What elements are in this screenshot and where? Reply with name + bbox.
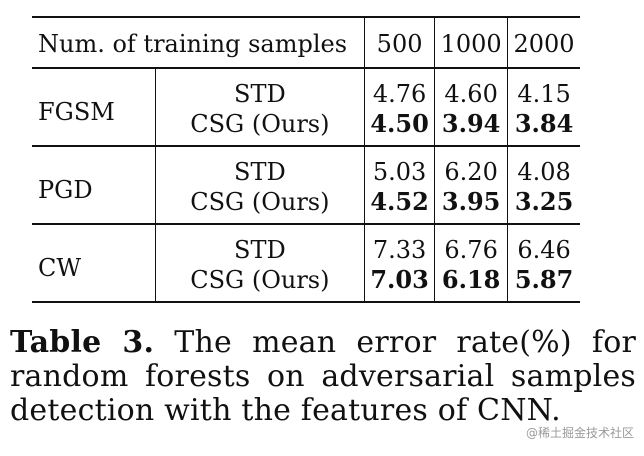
table-row: PGD STD 5.03 6.20 4.08 [32,146,580,224]
value-cell-best: 3.25 [514,187,574,216]
table-row: CSG (Ours) 4.50 3.94 3.84 [32,109,580,146]
value-cell: 6.20 [434,146,509,187]
value-cell: 4.15 [517,80,571,108]
method-cell: STD [155,146,366,187]
attack-name-fgsm: FGSM [32,68,156,146]
table-row: FGSM STD 4.76 4.60 4.15 [32,68,580,146]
value-cell-best: 4.50 [364,109,436,146]
attack-name-cw: CW [32,224,156,302]
table-row: CSG (Ours) 7.03 6.18 5.87 [32,265,580,302]
table-row: CSG (Ours) 4.52 3.95 3.25 [32,187,580,224]
header-col-500: 500 [364,17,436,68]
header-col-2000: 2000 [513,30,575,58]
method-cell: STD [155,68,366,109]
value-cell: 4.08 [517,158,571,186]
results-table: Num. of training samples 500 1000 2000 F… [32,16,580,303]
attack-name-pgd: PGD [32,146,156,224]
value-cell: 5.03 [364,146,436,187]
value-cell: 6.76 [434,224,509,265]
value-cell-best: 3.94 [434,109,509,146]
method-cell: CSG (Ours) [155,265,366,302]
results-table-container: Num. of training samples 500 1000 2000 F… [32,16,580,303]
table-row: CW STD 7.33 6.76 6.46 [32,224,580,302]
value-cell-best: 5.87 [514,265,574,294]
value-cell: 7.33 [364,224,436,265]
caption-text: The mean error rate(%) for random forest… [10,325,636,428]
method-cell: CSG (Ours) [155,109,366,146]
table-header-row: Num. of training samples 500 1000 2000 [32,17,580,68]
value-cell: 4.76 [364,68,436,109]
method-cell: CSG (Ours) [155,187,366,224]
value-cell-best: 4.52 [364,187,436,224]
caption-label: Table 3. [10,325,155,360]
value-cell-best: 3.95 [434,187,509,224]
value-cell: 6.46 [517,236,571,264]
watermark: @稀土掘金技术社区 [525,426,634,440]
header-training-samples: Num. of training samples [32,17,365,68]
value-cell-best: 7.03 [364,265,436,302]
table-caption: Table 3. The mean error rate(%) for rand… [10,326,636,428]
value-cell-best: 3.84 [514,109,574,138]
header-col-1000: 1000 [434,17,509,68]
method-cell: STD [155,224,366,265]
value-cell: 4.60 [434,68,509,109]
value-cell-best: 6.18 [434,265,509,302]
